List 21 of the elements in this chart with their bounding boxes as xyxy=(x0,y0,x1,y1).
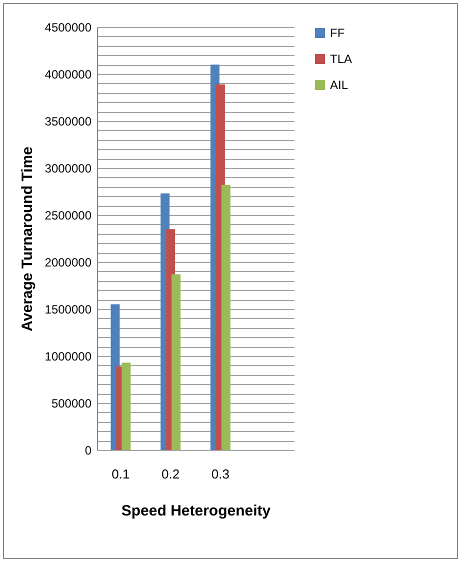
y-tick-label: 2000000 xyxy=(44,256,92,270)
x-axis-title: Speed Heterogeneity xyxy=(121,502,272,520)
y-tick-label: 4000000 xyxy=(44,68,92,82)
x-tick-label: 0.1 xyxy=(112,466,130,482)
bar xyxy=(122,362,131,450)
legend-label: AIL xyxy=(330,78,348,92)
y-tick-label: 4500000 xyxy=(44,20,92,34)
y-tick-label: 1000000 xyxy=(44,350,92,364)
y-tick-label: 3000000 xyxy=(44,162,92,176)
legend-label: TLA xyxy=(330,52,352,66)
x-tick-label: 0.3 xyxy=(211,466,230,482)
legend-label: FF xyxy=(330,26,345,40)
y-axis-title: Average Turnaround Time xyxy=(18,146,36,332)
bar xyxy=(172,274,181,450)
y-tick-label: 1500000 xyxy=(44,302,92,316)
bar xyxy=(221,184,230,450)
y-tick-label: 3500000 xyxy=(44,114,92,128)
y-tick-label: 2500000 xyxy=(44,208,92,222)
y-tick-label: 0 xyxy=(84,444,92,458)
y-tick-label: 500000 xyxy=(51,396,92,410)
x-tick-label: 0.2 xyxy=(162,466,180,482)
